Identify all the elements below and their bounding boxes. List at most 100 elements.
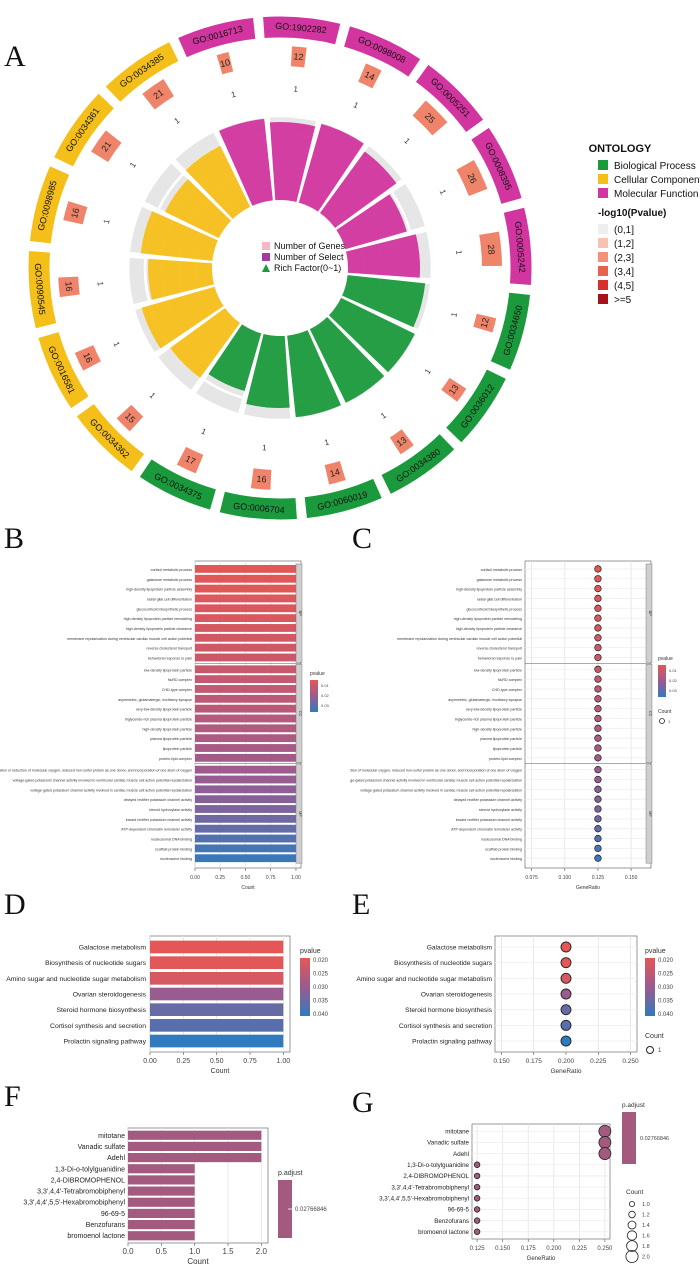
- facet-label: MF: [648, 811, 653, 817]
- legend-title: pvalue: [658, 656, 673, 662]
- y-tick-label: 2,4-DIBROMOPHENOL: [403, 1173, 469, 1180]
- y-tick-label: behavioral response to pain: [478, 656, 522, 660]
- legend-label: Number of Genes: [274, 241, 346, 251]
- bar: [195, 734, 296, 743]
- circos-id-segment: [342, 25, 422, 78]
- facet-label: CC: [648, 711, 653, 717]
- circos-rich-bar: [345, 234, 420, 278]
- legend-tick: 0.030: [658, 985, 674, 991]
- circos-rich-bar: [148, 258, 215, 300]
- y-tick-label: nucleosome binding: [490, 857, 522, 861]
- dot: [473, 1195, 481, 1202]
- y-tick-label: membrane repolarization during ventricul…: [397, 637, 522, 641]
- y-tick-label: voltage-gated potassium channel activity…: [350, 778, 522, 782]
- facet-label: BP: [648, 611, 653, 617]
- y-tick-label: Amino sugar and nucleotide sugar metabol…: [6, 976, 146, 983]
- x-tick-label: 0.25: [177, 1058, 191, 1065]
- y-tick-label: oxidoreductase activity, acting on paire…: [350, 769, 522, 773]
- circos-term-label: GO:1902282: [275, 21, 327, 35]
- circos-id-segment: [27, 250, 58, 330]
- bar: [195, 574, 296, 583]
- kegg-dot-chart: 0.150 0.175 0.200 0.225 0.250 GeneRatio Galact…: [356, 935, 674, 1075]
- bar: [128, 1175, 195, 1185]
- dot: [594, 805, 602, 813]
- y-tick-label: 2,4-DIBROMOPHENOL: [51, 1177, 125, 1184]
- bar: [128, 1197, 195, 1207]
- bar: [195, 714, 296, 723]
- y-tick-label: delayed rectifier potassium channel acti…: [454, 798, 523, 802]
- legend-label: Molecular Function: [614, 189, 698, 200]
- legend-size-circle: [626, 1230, 638, 1241]
- circos-gene-count: 10: [219, 57, 231, 69]
- facet-strip: [645, 563, 653, 663]
- y-tick-label: glucocorticoid biosynthetic process: [466, 607, 522, 611]
- bar: [128, 1164, 195, 1174]
- x-tick-label: 0.00: [143, 1058, 157, 1065]
- y-tick-label: nucleosomal DNA binding: [151, 838, 192, 842]
- legend-swatch: [598, 294, 608, 304]
- bar: [150, 1019, 284, 1032]
- y-tick-label: scaffold protein binding: [485, 847, 522, 851]
- y-tick-label: high-density lipoprotein particle: [142, 727, 192, 731]
- y-tick-label: Vanadic sulfate: [427, 1140, 469, 1147]
- y-tick-label: Cortisol synthesis and secretion: [399, 1023, 492, 1030]
- circos-gene-bar: [389, 429, 414, 455]
- x-axis-title: Count: [241, 885, 255, 890]
- legend-size-circle: [626, 1240, 638, 1252]
- legend-title: Count: [658, 709, 672, 715]
- bar: [195, 814, 296, 823]
- y-tick-label: high-density lipoprotein particle assemb…: [456, 588, 522, 592]
- bar: [150, 971, 284, 985]
- y-tick-label: Benzofurans: [86, 1222, 126, 1229]
- legend-size-circle: [627, 1220, 637, 1230]
- y-tick-label: Biosynthesis of nucleotide sugars: [394, 960, 493, 967]
- circos-rich-bar: [342, 275, 426, 328]
- legend-swatch: [598, 174, 608, 184]
- dot: [594, 754, 602, 762]
- dot: [594, 724, 602, 732]
- legend-title: p.adjust: [278, 1170, 303, 1177]
- y-tick-label: Benzofurans: [434, 1218, 469, 1225]
- circos-gene-bar: [142, 79, 174, 110]
- y-tick-label: Prolactin signaling pathway: [412, 1039, 493, 1046]
- circos-rich-bar: [309, 316, 385, 403]
- circos-track: [392, 183, 426, 231]
- circos-id-segment: [218, 490, 298, 521]
- dot: [594, 734, 602, 742]
- panel-label-g: G: [352, 1086, 374, 1119]
- y-tick-label: CHD-type complex: [492, 688, 522, 692]
- legend-triangle: [262, 264, 270, 272]
- y-tick-label: bromoenol lactone: [418, 1229, 469, 1236]
- x-tick-label: 1.00: [291, 875, 301, 881]
- legend-colorbar: [300, 958, 310, 1016]
- x-tick-label: 0.75: [266, 875, 276, 881]
- circos-id-segment: [444, 368, 508, 444]
- circos-gene-bar: [63, 201, 88, 225]
- y-tick-label: high-density lipoprotein particle cleara…: [456, 627, 522, 631]
- circos-gene-bar: [456, 159, 488, 197]
- legend-swatch: [262, 253, 270, 261]
- bar: [128, 1208, 195, 1218]
- bar: [195, 744, 296, 752]
- drug-dot-chart: 0.125 0.150 0.175 0.200 0.225 0.250 GeneRatio m…: [379, 1102, 669, 1263]
- x-tick-label: 0.125: [470, 1246, 486, 1252]
- legend-swatch: [598, 266, 608, 276]
- y-tick-label: Cortisol synthesis and secretion: [50, 1023, 146, 1030]
- y-tick-label: nucleosomal DNA binding: [481, 838, 522, 842]
- dot: [594, 584, 602, 593]
- circos-rich-bar: [208, 324, 262, 392]
- x-tick-label: 0.00: [190, 875, 200, 881]
- dot: [594, 854, 602, 862]
- legend-swatch: [598, 160, 608, 170]
- y-tick-label: very-low-density lipoprotein particle: [466, 708, 522, 712]
- circos-rich-bar: [287, 330, 341, 418]
- y-tick-label: protein-lipid complex: [489, 757, 522, 761]
- circos-id-segment: [262, 15, 342, 46]
- dot: [594, 766, 602, 774]
- circos-gene-bar: [216, 52, 234, 75]
- bar: [195, 824, 296, 833]
- circos-term-label: GO:0090545: [33, 263, 47, 315]
- legend-title: pvalue: [645, 948, 666, 955]
- facet-strip: [295, 764, 303, 864]
